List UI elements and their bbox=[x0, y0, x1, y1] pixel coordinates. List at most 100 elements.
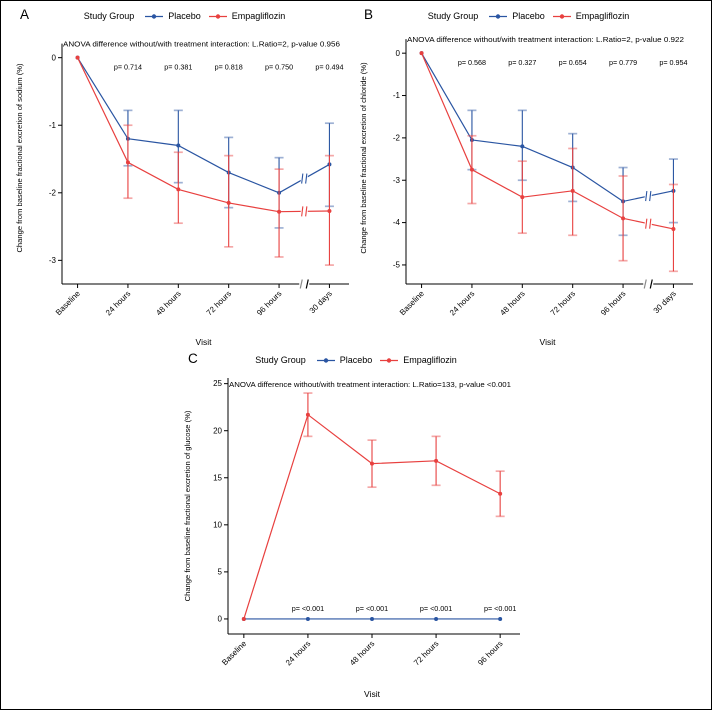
svg-text:96 hours: 96 hours bbox=[255, 289, 283, 317]
y-axis-title: Change from baseline fractional excretio… bbox=[183, 410, 192, 601]
empagliflozin-line-marker-icon bbox=[380, 357, 399, 363]
svg-text:30 days: 30 days bbox=[652, 289, 678, 315]
p-value-label: p= 0.779 bbox=[609, 58, 637, 67]
panel-a-legend: Study Group Placebo Empagliflozin bbox=[12, 6, 357, 26]
placebo-line-marker-icon bbox=[145, 13, 164, 19]
panel-a-chart: 0 -1 -2 -3 Baseline 24 hours 48 hours 72 hours 9… bbox=[12, 26, 357, 348]
legend-item-placebo: Placebo bbox=[488, 11, 545, 21]
panel-c: C Study Group Placebo Empagliflozin 0 5 10… bbox=[180, 350, 532, 700]
panel-a: A Study Group Placebo Empagliflozin 0 -1 -… bbox=[12, 6, 357, 348]
p-value-label: p= 0.654 bbox=[559, 58, 587, 67]
p-value-label: p= 0.568 bbox=[458, 58, 486, 67]
legend-label-placebo: Placebo bbox=[512, 11, 545, 21]
axis-break-mark bbox=[649, 279, 653, 289]
svg-text:-4: -4 bbox=[393, 218, 401, 227]
svg-text:30 days: 30 days bbox=[308, 289, 334, 315]
legend-item-empagliflozin: Empagliflozin bbox=[208, 11, 286, 21]
p-value-label: p= 0.381 bbox=[164, 63, 192, 72]
series-empagliflozin bbox=[241, 392, 505, 621]
svg-text:10: 10 bbox=[213, 520, 222, 529]
svg-text:-3: -3 bbox=[393, 176, 401, 185]
svg-text:96 hours: 96 hours bbox=[476, 639, 504, 667]
svg-text:48 hours: 48 hours bbox=[154, 289, 182, 317]
p-value-label: p= 0.954 bbox=[659, 58, 687, 67]
legend-item-placebo: Placebo bbox=[316, 355, 373, 365]
legend-label-placebo: Placebo bbox=[339, 355, 373, 365]
anova-annotation: ANOVA difference without/with treatment … bbox=[229, 380, 511, 389]
legend-item-placebo: Placebo bbox=[144, 11, 201, 21]
legend-title: Study Group bbox=[83, 11, 135, 21]
svg-text:Baseline: Baseline bbox=[54, 289, 82, 317]
svg-text:0: 0 bbox=[396, 49, 401, 58]
svg-text:-2: -2 bbox=[393, 133, 401, 142]
chart-svg-c: 0 5 10 15 20 25 Baseline 24 hours 48 hours 72 hou… bbox=[183, 378, 520, 699]
legend-label-placebo: Placebo bbox=[168, 11, 201, 21]
legend-label-empagliflozin: Empagliflozin bbox=[231, 11, 286, 21]
panel-b-legend: Study Group Placebo Empagliflozin bbox=[356, 6, 701, 26]
p-value-label: p= 0.818 bbox=[215, 63, 243, 72]
p-value-label: p= <0.001 bbox=[292, 604, 324, 613]
series-placebo bbox=[419, 51, 678, 237]
placebo-line-marker-icon bbox=[489, 13, 508, 19]
panel-c-chart: 0 5 10 15 20 25 Baseline 24 hours 48 hours 72 hou… bbox=[180, 370, 532, 700]
panel-b-chart: 0 -1 -2 -3 -4 -5 Baseline 24 hours 48 hours 72 ho… bbox=[356, 26, 701, 348]
p-value-label: p= <0.001 bbox=[420, 604, 452, 613]
svg-text:72 hours: 72 hours bbox=[412, 639, 440, 667]
svg-text:15: 15 bbox=[213, 473, 222, 482]
axis-break-mark bbox=[305, 279, 309, 289]
placebo-line-marker-icon bbox=[316, 357, 335, 363]
svg-text:-1: -1 bbox=[393, 91, 401, 100]
legend-item-empagliflozin: Empagliflozin bbox=[379, 355, 457, 365]
svg-text:24 hours: 24 hours bbox=[448, 289, 476, 317]
y-axis-title: Change from baseline fractional excretio… bbox=[359, 62, 368, 254]
svg-text:24 hours: 24 hours bbox=[104, 289, 132, 317]
series-placebo bbox=[75, 55, 334, 229]
x-axis-title: Visit bbox=[196, 337, 213, 347]
p-value-label: p= <0.001 bbox=[356, 604, 388, 613]
x-axis-title: Visit bbox=[364, 689, 381, 699]
anova-annotation: ANOVA difference without/with treatment … bbox=[407, 35, 684, 44]
svg-text:24 hours: 24 hours bbox=[284, 639, 312, 667]
panel-b: B Study Group Placebo Empagliflozin 0 -1 -… bbox=[356, 6, 701, 348]
svg-text:-1: -1 bbox=[49, 121, 57, 130]
legend-title: Study Group bbox=[255, 355, 306, 365]
legend-item-empagliflozin: Empagliflozin bbox=[552, 11, 630, 21]
panel-a-letter: A bbox=[20, 7, 30, 22]
svg-text:Baseline: Baseline bbox=[398, 289, 426, 317]
empagliflozin-line-marker-icon bbox=[552, 13, 571, 19]
p-value-label: p= 0.750 bbox=[265, 63, 293, 72]
svg-text:72 hours: 72 hours bbox=[205, 289, 233, 317]
svg-text:48 hours: 48 hours bbox=[498, 289, 526, 317]
svg-text:0: 0 bbox=[218, 615, 223, 624]
panel-b-letter: B bbox=[364, 7, 374, 22]
series-placebo bbox=[241, 616, 503, 621]
svg-text:-2: -2 bbox=[49, 188, 57, 197]
legend-label-empagliflozin: Empagliflozin bbox=[575, 11, 630, 21]
y-axis-title: Change from baseline fractional excretio… bbox=[15, 63, 24, 253]
svg-text:20: 20 bbox=[213, 426, 222, 435]
chart-svg-b: 0 -1 -2 -3 -4 -5 Baseline 24 hours 48 hours 72 ho… bbox=[359, 35, 693, 347]
svg-text:-3: -3 bbox=[49, 256, 57, 265]
empagliflozin-line-marker-icon bbox=[208, 13, 227, 19]
series-empagliflozin bbox=[419, 51, 678, 273]
svg-text:96 hours: 96 hours bbox=[599, 289, 627, 317]
svg-text:72 hours: 72 hours bbox=[549, 289, 577, 317]
panel-c-letter: C bbox=[188, 351, 199, 366]
legend-label-empagliflozin: Empagliflozin bbox=[403, 355, 457, 365]
p-value-label: p= <0.001 bbox=[484, 604, 516, 613]
series-empagliflozin bbox=[75, 55, 334, 266]
svg-text:48 hours: 48 hours bbox=[348, 639, 376, 667]
axis-break-mark bbox=[643, 279, 647, 289]
x-axis-title: Visit bbox=[540, 337, 557, 347]
axis-break-mark bbox=[299, 279, 303, 289]
chart-svg-a: 0 -1 -2 -3 Baseline 24 hours 48 hours 72 hours 9… bbox=[15, 40, 349, 347]
p-value-label: p= 0.714 bbox=[114, 63, 142, 72]
legend-title: Study Group bbox=[427, 11, 479, 21]
svg-text:25: 25 bbox=[213, 379, 222, 388]
svg-text:5: 5 bbox=[218, 567, 223, 576]
panel-c-legend: Study Group Placebo Empagliflozin bbox=[180, 350, 532, 370]
svg-text:-5: -5 bbox=[393, 261, 401, 270]
svg-text:0: 0 bbox=[52, 53, 57, 62]
p-value-label: p= 0.494 bbox=[315, 63, 343, 72]
svg-text:Baseline: Baseline bbox=[220, 639, 248, 667]
